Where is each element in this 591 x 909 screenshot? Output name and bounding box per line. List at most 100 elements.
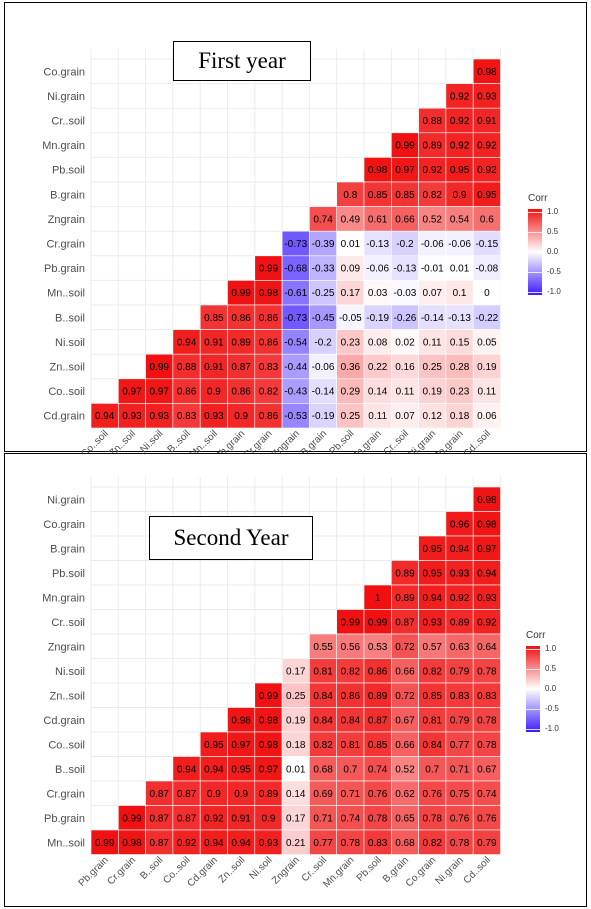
heatmap-cell xyxy=(309,378,337,404)
cell-label: -0.44 xyxy=(284,362,307,373)
heatmap-cell xyxy=(390,707,419,733)
heatmap-cell xyxy=(281,403,310,429)
cell-label: 0.92 xyxy=(450,141,470,152)
heatmap-cell xyxy=(118,403,146,429)
heatmap-cell xyxy=(472,486,501,512)
legend-tick-mark xyxy=(526,729,540,730)
heatmap-cell xyxy=(472,255,501,281)
cell-label: -0.45 xyxy=(312,313,335,324)
cell-label: 0.99 xyxy=(95,838,115,849)
cell-label: 0.95 xyxy=(204,740,224,751)
heatmap-cell xyxy=(472,682,501,708)
heatmap-cell xyxy=(281,280,310,306)
heatmap-cell xyxy=(309,353,337,380)
cell-label: 0.94 xyxy=(423,593,443,604)
y-tick-label: Pb.soil xyxy=(52,165,85,177)
cell-label: 0.87 xyxy=(150,789,170,800)
heatmap-cell xyxy=(390,403,419,429)
cell-label: -0.54 xyxy=(284,337,307,348)
cell-label: 0.84 xyxy=(313,715,333,726)
cell-label: 0.82 xyxy=(423,190,443,201)
heatmap-cell xyxy=(418,682,447,708)
cell-label: 0.78 xyxy=(477,666,497,677)
cell-label: 0.99 xyxy=(395,141,415,152)
cell-label: 0.79 xyxy=(450,666,470,677)
cell-label: 0.89 xyxy=(231,337,251,348)
cell-label: 0.9 xyxy=(207,387,221,398)
cell-label: 0.77 xyxy=(450,740,470,751)
cell-label: 0.76 xyxy=(368,789,388,800)
heatmap-cell xyxy=(390,658,419,684)
y-tick-label: Co..soil xyxy=(48,386,85,398)
cell-label: 0.98 xyxy=(259,740,279,751)
cell-label: 0.6 xyxy=(480,214,494,225)
panel-first-year: 0.98 0.92 0.93 0.88 0.92 0.91 0.99 0.89 0.92 0.92… xyxy=(4,2,587,453)
y-tick-label: Mn.grain xyxy=(42,140,85,152)
cell-label: 0.01 xyxy=(450,264,470,275)
cell-label: 0.52 xyxy=(395,764,415,775)
heatmap-cell xyxy=(363,329,392,355)
heatmap-cell xyxy=(227,707,256,733)
cell-label: -0.08 xyxy=(475,264,498,275)
cell-label: 0.83 xyxy=(477,691,497,702)
cell-label: 0.83 xyxy=(259,362,279,373)
cell-label: 0.94 xyxy=(204,764,224,775)
cell-label: 0.11 xyxy=(477,387,496,398)
heatmap-cell xyxy=(336,181,365,207)
cell-label: 0.85 xyxy=(368,740,388,751)
cell-label: -0.33 xyxy=(312,264,335,275)
y-tick-label: Co.grain xyxy=(43,66,85,78)
cell-label: -0.03 xyxy=(394,288,417,299)
legend-title: Corr xyxy=(528,193,548,204)
cell-label: 0.89 xyxy=(395,593,415,604)
heatmap-cell xyxy=(254,780,283,806)
cell-label: 0.12 xyxy=(423,411,443,422)
heatmap-cell xyxy=(390,731,419,757)
cell-label: 0.18 xyxy=(450,411,470,422)
cell-label: 0.74 xyxy=(341,813,361,824)
cell-label: 0.71 xyxy=(450,764,470,775)
legend-tick-mark xyxy=(528,252,542,253)
cell-label: 0.92 xyxy=(477,141,497,152)
cell-label: 0.78 xyxy=(477,715,497,726)
heatmap-cell xyxy=(336,378,365,404)
heatmap-cell xyxy=(445,756,474,782)
cell-label: 0.86 xyxy=(177,387,197,398)
cell-label: 0.98 xyxy=(122,838,142,849)
legend-tick-mark xyxy=(528,212,542,213)
cell-label: 0.29 xyxy=(341,387,361,398)
heatmap-cell xyxy=(418,206,447,232)
heatmap-cell xyxy=(336,255,365,281)
y-tick-label: Cr.grain xyxy=(46,788,85,800)
cell-label: 0.91 xyxy=(204,337,224,348)
heatmap-cell xyxy=(227,304,256,330)
x-tick-label: Zngrain xyxy=(270,855,302,887)
heatmap-cell xyxy=(472,353,501,380)
cell-label: 0.86 xyxy=(259,313,279,324)
cell-label: 0.76 xyxy=(477,813,497,824)
heatmap-cell xyxy=(227,353,256,380)
cell-label: 0.17 xyxy=(341,288,361,299)
y-tick-label: Ni.grain xyxy=(47,91,85,103)
x-tick-label: Mn..soil xyxy=(188,428,220,453)
x-tick-label: Cr.grain xyxy=(106,855,139,888)
x-tick-label: Ni.soil xyxy=(138,428,165,453)
panel-second-year: 0.98 0.96 0.98 0.95 0.94 0.97 0.89 0.95 0.93 0.94… xyxy=(4,453,587,907)
heatmap-cell xyxy=(472,584,501,610)
cell-label: 0.55 xyxy=(313,642,333,653)
y-tick-label: Mn..soil xyxy=(47,837,85,849)
cell-label: 0.97 xyxy=(231,740,251,751)
legend-tick-mark xyxy=(528,292,542,293)
heatmap-cell xyxy=(172,378,201,404)
cell-label: 0.69 xyxy=(313,789,333,800)
legend-tick-label: -1.0 xyxy=(547,287,561,296)
heatmap-cell xyxy=(199,829,228,855)
heatmap-cell xyxy=(418,633,447,659)
cell-label: 0.78 xyxy=(368,813,388,824)
cell-label: 0.93 xyxy=(477,593,497,604)
cell-label: 0.87 xyxy=(177,813,197,824)
cell-label: 0.93 xyxy=(122,411,142,422)
cell-label: 0.82 xyxy=(341,666,361,677)
cell-label: 0.54 xyxy=(450,214,470,225)
